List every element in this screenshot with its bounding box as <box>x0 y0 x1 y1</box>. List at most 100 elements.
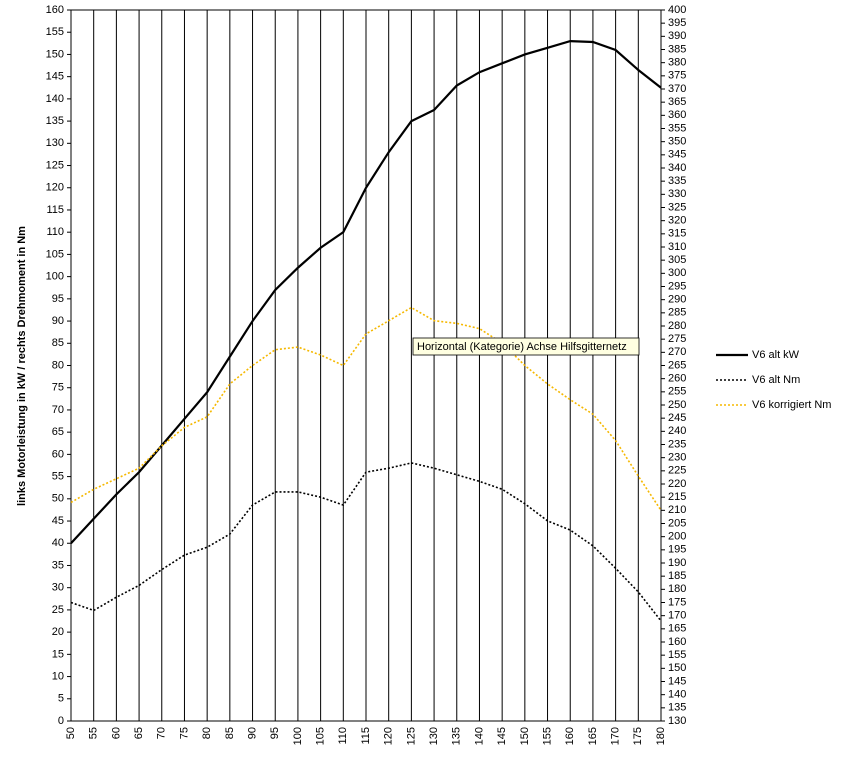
y2-tick-label: 390 <box>668 30 686 42</box>
y-tick-label: 60 <box>52 448 64 460</box>
y-tick-label: 65 <box>52 426 64 438</box>
y-tick-label: 85 <box>52 337 64 349</box>
x-tick-label: 55 <box>88 727 100 739</box>
y2-tick-label: 180 <box>668 583 686 595</box>
y-tick-label: 125 <box>46 159 64 171</box>
x-tick-label: 115 <box>360 727 372 745</box>
y2-tick-label: 205 <box>668 517 686 529</box>
y2-tick-label: 190 <box>668 557 686 569</box>
x-tick-label: 125 <box>405 727 417 745</box>
y2-tick-label: 230 <box>668 452 686 464</box>
y-tick-label: 160 <box>46 4 64 16</box>
x-tick-label: 75 <box>178 727 190 739</box>
x-tick-label: 60 <box>110 727 122 739</box>
x-tick-label: 105 <box>315 727 327 745</box>
series-line <box>70 40 662 544</box>
x-tick-label: 145 <box>496 727 508 745</box>
y2-tick-label: 385 <box>668 43 686 55</box>
y-tick-label: 110 <box>46 226 64 238</box>
y2-tick-label: 150 <box>668 662 686 674</box>
x-tick-label: 155 <box>541 727 553 745</box>
y-tick-label: 150 <box>46 48 64 60</box>
y-tick-label: 5 <box>58 693 64 705</box>
y2-tick-label: 365 <box>668 96 686 108</box>
legend-label: V6 alt kW <box>752 349 800 361</box>
y2-tick-label: 340 <box>668 162 686 174</box>
y-tick-label: 90 <box>52 315 64 327</box>
y2-tick-label: 195 <box>668 544 686 556</box>
y-tick-label: 40 <box>52 537 64 549</box>
y2-tick-label: 320 <box>668 215 686 227</box>
y-tick-label: 10 <box>52 670 64 682</box>
y-tick-label: 55 <box>52 471 64 483</box>
y2-tick-label: 135 <box>668 702 686 714</box>
y2-tick-label: 305 <box>668 254 686 266</box>
y2-tick-label: 130 <box>668 715 686 727</box>
x-tick-label: 110 <box>337 727 349 745</box>
x-tick-label: 135 <box>451 727 463 745</box>
y2-tick-label: 220 <box>668 478 686 490</box>
y2-tick-label: 245 <box>668 412 686 424</box>
y-tick-label: 75 <box>52 382 64 394</box>
y2-tick-label: 170 <box>668 610 686 622</box>
y-tick-label: 30 <box>52 582 64 594</box>
x-tick-label: 100 <box>292 727 304 745</box>
y-tick-label: 45 <box>52 515 64 527</box>
y-tick-label: 120 <box>46 182 64 194</box>
y2-tick-label: 260 <box>668 373 686 385</box>
y-tick-label: 145 <box>46 71 64 83</box>
y2-tick-label: 285 <box>668 307 686 319</box>
x-tick-label: 95 <box>269 727 281 739</box>
series-line <box>70 306 662 511</box>
y-tick-label: 20 <box>52 626 64 638</box>
y2-tick-label: 375 <box>668 70 686 82</box>
y-tick-label: 0 <box>58 715 64 727</box>
y-tick-label: 130 <box>46 137 64 149</box>
y2-tick-label: 355 <box>668 122 686 134</box>
x-tick-label: 175 <box>632 727 644 745</box>
y2-tick-label: 160 <box>668 636 686 648</box>
y2-tick-label: 315 <box>668 228 686 240</box>
y2-tick-label: 165 <box>668 623 686 635</box>
series-line <box>70 462 662 622</box>
x-tick-label: 130 <box>428 727 440 745</box>
legend-label: V6 korrigiert Nm <box>752 399 831 411</box>
x-tick-label: 180 <box>655 727 667 745</box>
x-tick-label: 85 <box>224 727 236 739</box>
y2-tick-label: 255 <box>668 386 686 398</box>
y2-tick-label: 350 <box>668 136 686 148</box>
y-axis-label: links Motorleistung in kW / rechts Drehm… <box>16 226 28 506</box>
y2-tick-label: 290 <box>668 294 686 306</box>
y2-tick-label: 175 <box>668 596 686 608</box>
y2-tick-label: 345 <box>668 149 686 161</box>
y-tick-label: 100 <box>46 271 64 283</box>
y2-tick-label: 395 <box>668 17 686 29</box>
y2-tick-label: 250 <box>668 399 686 411</box>
y-tick-label: 80 <box>52 359 64 371</box>
legend-label: V6 alt Nm <box>752 374 800 386</box>
y2-tick-label: 360 <box>668 109 686 121</box>
y2-tick-label: 280 <box>668 320 686 332</box>
y-tick-label: 35 <box>52 559 64 571</box>
y2-tick-label: 270 <box>668 346 686 358</box>
y2-tick-label: 330 <box>668 188 686 200</box>
y-tick-label: 115 <box>46 204 64 216</box>
y2-tick-label: 155 <box>668 649 686 661</box>
x-tick-label: 80 <box>201 727 213 739</box>
y-tick-label: 70 <box>52 404 64 416</box>
x-tick-label: 140 <box>473 727 485 745</box>
y2-tick-label: 300 <box>668 267 686 279</box>
y2-tick-label: 215 <box>668 491 686 503</box>
y2-tick-label: 400 <box>668 4 686 16</box>
y2-tick-label: 325 <box>668 201 686 213</box>
x-tick-label: 65 <box>133 727 145 739</box>
x-tick-label: 70 <box>156 727 168 739</box>
y2-tick-label: 275 <box>668 333 686 345</box>
y2-tick-label: 225 <box>668 465 686 477</box>
y-tick-label: 25 <box>52 604 64 616</box>
y2-tick-label: 145 <box>668 675 686 687</box>
y2-tick-label: 140 <box>668 689 686 701</box>
tooltip-text: Horizontal (Kategorie) Achse Hilfsgitter… <box>417 341 627 353</box>
y2-tick-label: 235 <box>668 438 686 450</box>
